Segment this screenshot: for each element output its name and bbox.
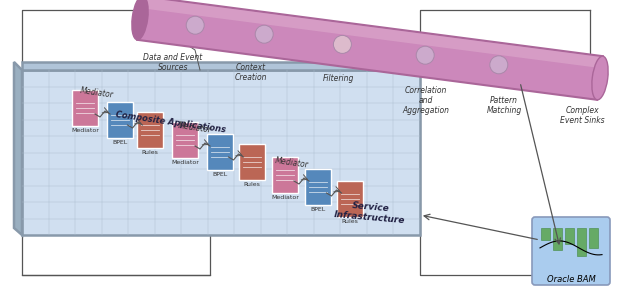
Text: Context
Creation: Context Creation [235, 63, 267, 82]
Ellipse shape [132, 0, 148, 40]
Ellipse shape [592, 56, 608, 100]
FancyBboxPatch shape [72, 90, 98, 126]
Circle shape [255, 25, 273, 43]
Text: Composite Applications: Composite Applications [115, 110, 227, 134]
Text: Rules: Rules [243, 182, 261, 187]
Text: Mediator: Mediator [271, 195, 299, 200]
FancyBboxPatch shape [337, 181, 363, 217]
FancyBboxPatch shape [137, 112, 163, 148]
Text: Mediator: Mediator [71, 128, 99, 133]
Text: Mediator: Mediator [80, 86, 115, 100]
Text: BPEL: BPEL [212, 172, 228, 177]
FancyBboxPatch shape [305, 169, 331, 205]
FancyBboxPatch shape [107, 102, 133, 138]
Text: Rules: Rules [142, 150, 158, 155]
FancyBboxPatch shape [272, 157, 298, 193]
Polygon shape [141, 0, 603, 68]
Text: Service
Infrastructure: Service Infrastructure [334, 199, 407, 225]
Text: Correlation
and
Aggregation: Correlation and Aggregation [402, 86, 449, 115]
Text: Mediator: Mediator [178, 121, 213, 135]
Circle shape [186, 16, 204, 34]
Text: Pattern
Matching: Pattern Matching [487, 96, 522, 115]
Polygon shape [137, 0, 603, 100]
Polygon shape [22, 70, 420, 235]
Text: Rules: Rules [342, 219, 358, 224]
Bar [577, 228, 586, 256]
Text: Filtering: Filtering [323, 74, 354, 83]
Text: BPEL: BPEL [310, 207, 326, 212]
Text: Complex
Event Sinks: Complex Event Sinks [560, 106, 605, 125]
Text: Oracle BAM: Oracle BAM [547, 275, 595, 284]
Text: Data and Event
Sources: Data and Event Sources [143, 52, 202, 72]
FancyBboxPatch shape [239, 144, 265, 180]
Bar [565, 228, 574, 244]
Bar [589, 228, 598, 248]
Circle shape [416, 46, 434, 64]
FancyBboxPatch shape [538, 223, 610, 285]
Circle shape [490, 56, 508, 74]
Bar [541, 228, 550, 240]
Polygon shape [14, 62, 22, 235]
Bar [553, 228, 562, 250]
Polygon shape [22, 62, 420, 70]
FancyBboxPatch shape [532, 217, 610, 285]
Circle shape [334, 35, 352, 53]
FancyBboxPatch shape [207, 134, 233, 170]
Text: Mediator: Mediator [275, 156, 310, 170]
Text: BPEL: BPEL [113, 140, 128, 145]
FancyBboxPatch shape [172, 122, 198, 158]
Text: Mediator: Mediator [171, 160, 199, 165]
